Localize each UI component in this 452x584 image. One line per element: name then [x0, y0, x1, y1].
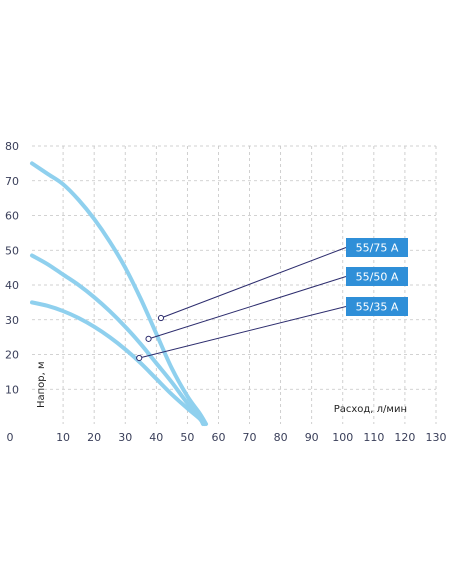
x-tick-label: 60: [211, 431, 225, 444]
series-label-box: [346, 267, 408, 286]
x-tick-label: 20: [87, 431, 101, 444]
y-axis-label: Напор, м: [36, 361, 47, 408]
tick-labels: 0 10 20 30 40 50 60 70 80 90 100 110 120 130 10 20 30 40 5…: [5, 140, 447, 444]
curves: [30, 161, 209, 426]
x-tick-label: 90: [305, 431, 319, 444]
series-label-text: 55/35 A: [356, 301, 399, 314]
leader-line: [160, 247, 347, 319]
curve-55-35-a: [30, 300, 205, 426]
x-tick-label: 130: [426, 431, 447, 444]
grid: [32, 145, 437, 424]
y-tick-label: 40: [5, 279, 19, 292]
leader-marker: [136, 354, 143, 362]
x-tick-label: 110: [363, 431, 384, 444]
series-label-text: 55/50 A: [356, 271, 399, 284]
leader-line: [148, 276, 347, 340]
x-tick-label: 100: [332, 431, 353, 444]
x-tick-label: 70: [243, 431, 257, 444]
leader-lines: [136, 247, 347, 362]
x-axis-label: Расход, л/мин: [334, 404, 407, 415]
leader-marker: [145, 335, 152, 342]
series-label-box: [346, 297, 408, 316]
curve-55-75-a: [30, 161, 209, 426]
y-tick-label: 10: [5, 383, 19, 396]
y-tick-label: 20: [5, 349, 19, 362]
y-tick-label: 80: [5, 140, 19, 153]
y-tick-label: 60: [5, 210, 19, 223]
curve-55-50-a: [30, 253, 207, 426]
series-label-box: [346, 238, 408, 257]
x-tick-label: 0: [7, 431, 14, 444]
y-tick-label: 70: [5, 175, 19, 188]
leader-marker: [157, 314, 165, 322]
x-tick-label: 30: [118, 431, 132, 444]
series-label-text: 55/75 A: [356, 242, 399, 255]
y-tick-label: 30: [5, 314, 19, 327]
x-tick-label: 50: [180, 431, 194, 444]
x-tick-label: 80: [274, 431, 288, 444]
y-tick-label: 50: [5, 244, 19, 257]
x-tick-label: 10: [56, 431, 70, 444]
series-labels: 55/75 A 55/50 A 55/35 A: [346, 238, 408, 316]
x-tick-label: 40: [149, 431, 163, 444]
x-tick-label: 120: [394, 431, 415, 444]
leader-line: [139, 306, 347, 359]
